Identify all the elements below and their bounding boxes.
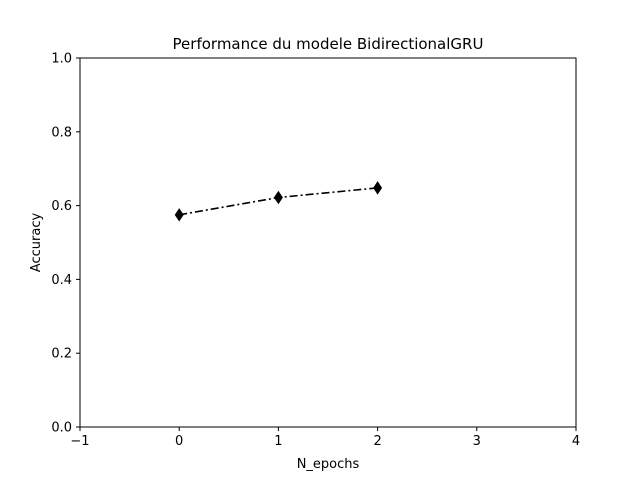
x-axis-label: N_epochs bbox=[297, 457, 360, 472]
chart-title: Performance du modele BidirectionalGRU bbox=[173, 35, 484, 53]
y-tick-label: 1.0 bbox=[51, 52, 72, 67]
x-tick-label: 2 bbox=[373, 434, 381, 449]
plot-area-frame bbox=[79, 57, 577, 428]
x-tick-label: 1 bbox=[274, 434, 282, 449]
y-tick-label: 0.2 bbox=[51, 347, 72, 362]
y-tick-label: 0.6 bbox=[51, 199, 72, 214]
data-point-marker bbox=[373, 181, 383, 195]
x-tick-label: 4 bbox=[572, 434, 580, 449]
series-layer bbox=[174, 181, 383, 222]
x-tick-label: 0 bbox=[175, 434, 183, 449]
data-point-marker bbox=[273, 190, 283, 205]
y-tick-label: 0.0 bbox=[51, 421, 72, 436]
x-tick-label: 3 bbox=[473, 434, 481, 449]
y-tick-label: 0.8 bbox=[51, 125, 72, 140]
y-axis-label: Accuracy bbox=[29, 213, 44, 273]
x-tick-label: −1 bbox=[70, 434, 89, 449]
ticks-layer: −1 0 1 2 3 4 0.0 0.2 0.4 0.6 0.8 1.0 bbox=[51, 52, 580, 450]
data-point-marker bbox=[174, 208, 184, 222]
y-tick-label: 0.4 bbox=[51, 273, 72, 288]
